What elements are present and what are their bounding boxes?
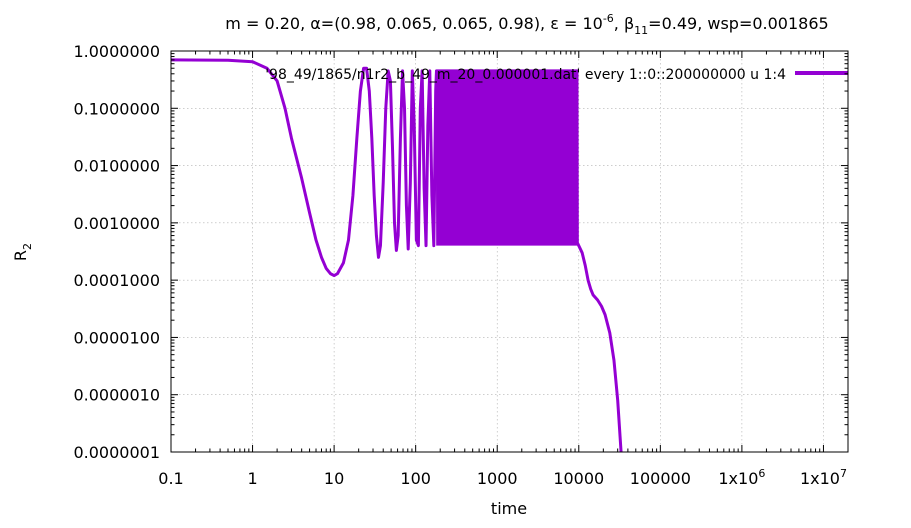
- legend: '98_49/1865/n1r2_b_49_m_20_0.000001.dat'…: [265, 67, 848, 83]
- x-tick-label: 0.1: [158, 469, 183, 488]
- title-beta-subscript: 11: [634, 24, 648, 37]
- series-clip-group: [171, 58, 623, 452]
- chart-title: m = 0.20, α=(0.98, 0.065, 0.065, 0.98), …: [225, 12, 828, 37]
- title-prefix: m = 0.20, α=(0.98, 0.065, 0.065, 0.98), …: [225, 14, 603, 33]
- x-tick-label: 1x107: [800, 467, 847, 488]
- x-tick-labels: 0.1 1 10 100 1000 10000 100000 1x106 1x107: [158, 467, 847, 488]
- x-tick-label: 10: [324, 469, 344, 488]
- legend-label: '98_49/1865/n1r2_b_49_m_20_0.000001.dat'…: [265, 67, 786, 83]
- x-tick-label: 1: [247, 469, 257, 488]
- y-tick-labels: 1.0000000 0.1000000 0.0100000 0.0010000 0.00…: [73, 42, 160, 462]
- title-mid: , β: [614, 14, 634, 33]
- y-tick-label: 0.0000001: [73, 443, 160, 462]
- series-layer: [171, 58, 623, 452]
- series-oscillation-band: [435, 70, 578, 246]
- x-tick-label: 10000: [553, 469, 604, 488]
- y-axis-label-base: R: [11, 250, 30, 261]
- y-tick-label: 0.0000100: [73, 328, 160, 347]
- y-tick-label: 0.0000010: [73, 386, 160, 405]
- y-axis-label-subscript: 2: [21, 243, 34, 250]
- x-tick-label: 100: [400, 469, 431, 488]
- grid-lines: [171, 51, 848, 452]
- y-tick-label: 0.1000000: [73, 99, 160, 118]
- x-tick-label: 1x106: [718, 467, 765, 488]
- title-suffix: =0.49, wsp=0.001865: [648, 14, 829, 33]
- plot-border: [170, 50, 849, 453]
- y-tick-label: 1.0000000: [73, 42, 160, 61]
- title-eps-exponent: -6: [603, 12, 614, 25]
- x-tick-label: 1000: [477, 469, 518, 488]
- x-tick-label: 100000: [630, 469, 691, 488]
- x-tick-label-exponent: 7: [840, 467, 847, 480]
- x-tick-label-base: 1x10: [718, 469, 758, 488]
- y-tick-label: 0.0010000: [73, 214, 160, 233]
- y-axis-label: R2: [11, 243, 34, 261]
- x-axis-label: time: [491, 499, 527, 518]
- y-tick-label: 0.0100000: [73, 157, 160, 176]
- series-line: [171, 58, 623, 452]
- y-tick-label: 0.0001000: [73, 271, 160, 290]
- x-tick-label-exponent: 6: [758, 467, 765, 480]
- axis-ticks: [170, 50, 848, 453]
- x-tick-label-base: 1x10: [800, 469, 840, 488]
